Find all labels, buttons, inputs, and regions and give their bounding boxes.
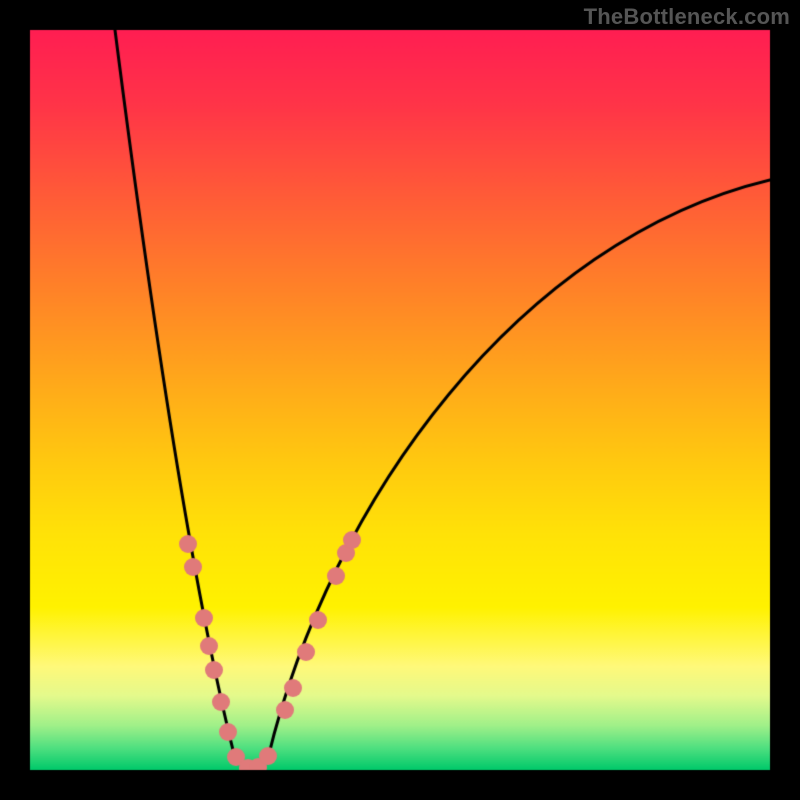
watermark-text: TheBottleneck.com xyxy=(584,4,790,30)
chart-container: TheBottleneck.com xyxy=(0,0,800,800)
chart-canvas xyxy=(0,0,800,800)
